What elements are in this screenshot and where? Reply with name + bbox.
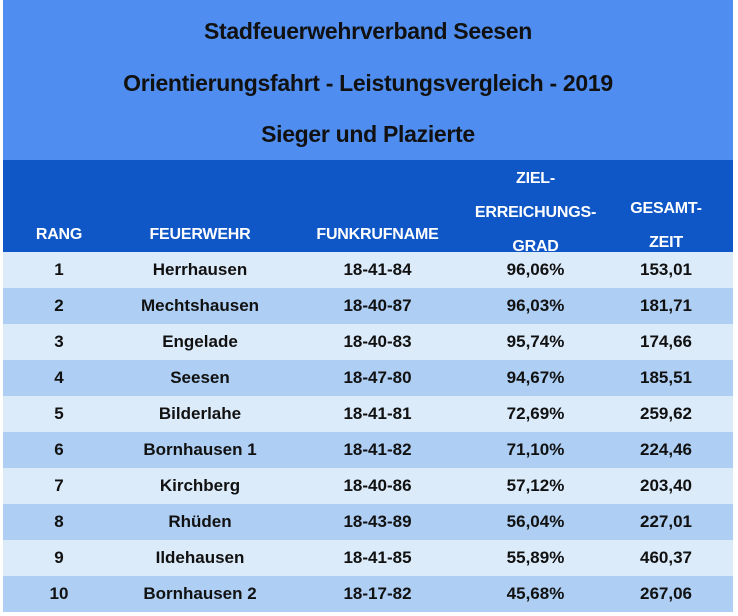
fire-brigade-cell: Mechtshausen [140, 296, 260, 315]
rank-cell: 3 [54, 332, 64, 351]
radio-callsign-cell: 18-41-82 [343, 440, 412, 459]
column-header-ziel-line-3: GRAD [512, 238, 559, 255]
table-row: 10 Bornhausen 2 18-17-82 45,68% 267,06 [3, 576, 733, 612]
rank-cell: 10 [49, 584, 69, 603]
target-achievement-cell: 72,69% [506, 404, 565, 423]
radio-callsign-cell: 18-17-82 [343, 584, 412, 603]
column-header-zielerreichungsgrad: ZIEL- ERREICHUNGS- GRAD [468, 162, 603, 264]
column-header-ziel-line-1: ZIEL- [516, 170, 555, 187]
results-table-body: 1 Herrhausen 18-41-84 96,06% 153,01 2 Mechtsha… [3, 252, 733, 612]
total-time-cell: 153,01 [640, 260, 692, 279]
fire-brigade-cell: Bornhausen 1 [143, 440, 257, 459]
total-time-cell: 203,40 [640, 476, 692, 495]
fire-brigade-cell: Bilderlahe [158, 404, 242, 423]
fire-brigade-cell: Ildehausen [155, 548, 245, 567]
table-row: 9 Ildehausen 18-41-85 55,89% 460,37 [3, 540, 733, 576]
radio-callsign-cell: 18-41-81 [343, 404, 412, 423]
radio-callsign-cell: 18-40-83 [343, 332, 412, 351]
fire-brigade-cell: Seesen [170, 368, 230, 387]
fire-brigade-cell: Engelade [162, 332, 238, 351]
radio-callsign-cell: 18-41-84 [343, 260, 412, 279]
table-row: 8 Rhüden 18-43-89 56,04% 227,01 [3, 504, 733, 540]
total-time-cell: 181,71 [640, 296, 692, 315]
fire-brigade-cell: Bornhausen 2 [143, 584, 257, 603]
target-achievement-cell: 96,06% [506, 260, 565, 279]
target-achievement-cell: 55,89% [506, 548, 565, 567]
rank-cell: 7 [54, 476, 64, 495]
table-row: 7 Kirchberg 18-40-86 57,12% 203,40 [3, 468, 733, 504]
page-title: Stadfeuerwehrverband Seesen [203, 18, 533, 44]
total-time-cell: 224,46 [640, 440, 692, 459]
rank-cell: 4 [54, 368, 64, 387]
total-time-cell: 174,66 [640, 332, 692, 351]
column-header-funkrufname: FUNKRUFNAME [316, 226, 439, 243]
target-achievement-cell: 45,68% [506, 584, 565, 603]
column-header-zeit-line-1: GESAMT- [630, 200, 702, 217]
target-achievement-cell: 96,03% [506, 296, 565, 315]
column-header-zeit-line-2: ZEIT [649, 234, 683, 251]
target-achievement-cell: 94,67% [506, 368, 565, 387]
rank-cell: 1 [54, 260, 64, 279]
event-subtitle: Orientierungsfahrt - Leistungsvergleich … [123, 70, 613, 96]
results-caption: Sieger und Plazierte [261, 121, 475, 147]
rank-cell: 9 [54, 548, 64, 567]
target-achievement-cell: 56,04% [506, 512, 565, 531]
target-achievement-cell: 95,74% [506, 332, 565, 351]
table-row: 5 Bilderlahe 18-41-81 72,69% 259,62 [3, 396, 733, 432]
rank-cell: 5 [54, 404, 64, 423]
column-header-feuerwehr: FEUERWEHR [149, 226, 251, 243]
rank-cell: 8 [54, 512, 64, 531]
fire-brigade-cell: Herrhausen [152, 260, 248, 279]
results-sheet: Stadfeuerwehrverband Seesen Orientierung… [3, 0, 733, 612]
target-achievement-cell: 71,10% [506, 440, 565, 459]
table-row: 6 Bornhausen 1 18-41-82 71,10% 224,46 [3, 432, 733, 468]
radio-callsign-cell: 18-47-80 [343, 368, 412, 387]
radio-callsign-cell: 18-40-86 [343, 476, 412, 495]
column-header-ziel-line-2: ERREICHUNGS- [474, 204, 597, 221]
column-header-gesamtzeit: GESAMT- ZEIT [603, 192, 729, 260]
radio-callsign-cell: 18-43-89 [343, 512, 412, 531]
fire-brigade-cell: Rhüden [168, 512, 232, 531]
column-header-rang: RANG [35, 226, 83, 243]
total-time-cell: 460,37 [640, 548, 692, 567]
rank-cell: 2 [54, 296, 64, 315]
total-time-cell: 185,51 [640, 368, 692, 387]
radio-callsign-cell: 18-40-87 [343, 296, 412, 315]
fire-brigade-cell: Kirchberg [159, 476, 241, 495]
table-row: 2 Mechtshausen 18-40-87 96,03% 181,71 [3, 288, 733, 324]
table-row: 1 Herrhausen 18-41-84 96,06% 153,01 [3, 252, 733, 288]
table-row: 4 Seesen 18-47-80 94,67% 185,51 [3, 360, 733, 396]
column-header-row: RANG FEUERWEHR FUNKRUFNAME ZIEL- ERREICH… [3, 160, 733, 255]
rank-cell: 6 [54, 440, 64, 459]
radio-callsign-cell: 18-41-85 [343, 548, 412, 567]
table-row: 3 Engelade 18-40-83 95,74% 174,66 [3, 324, 733, 360]
target-achievement-cell: 57,12% [506, 476, 565, 495]
title-band: Stadfeuerwehrverband Seesen Orientierung… [3, 0, 733, 160]
total-time-cell: 227,01 [640, 512, 692, 531]
total-time-cell: 259,62 [640, 404, 692, 423]
total-time-cell: 267,06 [640, 584, 692, 603]
